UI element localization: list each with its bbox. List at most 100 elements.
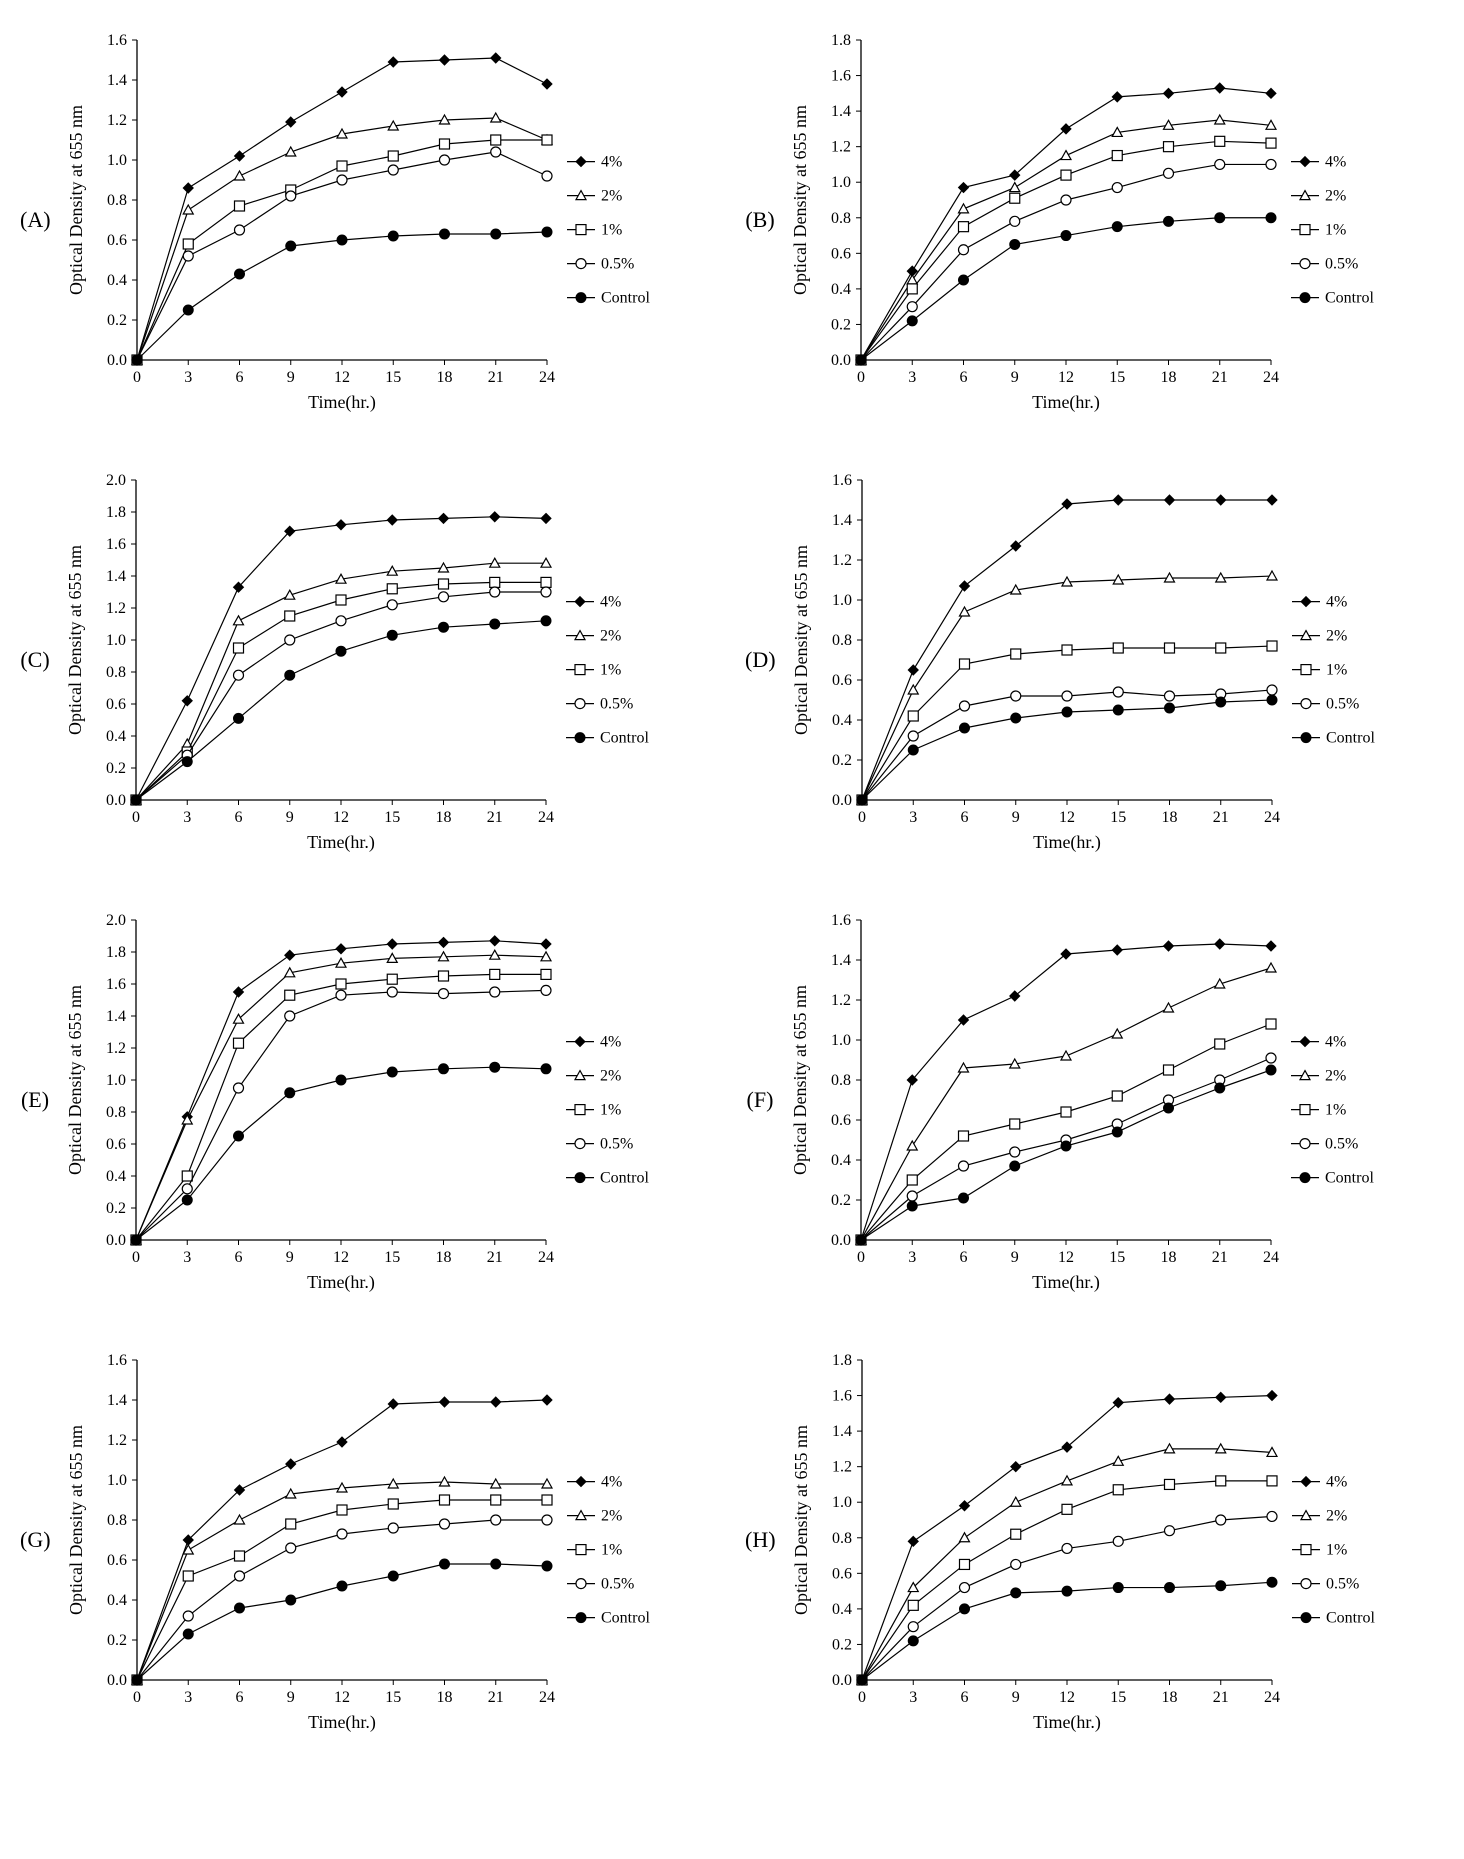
xtick-label: 18 [436,369,452,386]
ytick-label: 1.6 [106,976,126,993]
ytick-label: 1.8 [106,504,126,521]
xtick-label: 21 [1212,1689,1228,1706]
xtick-label: 3 [183,1249,191,1266]
ytick-label: 0.4 [106,1168,126,1185]
ytick-label: 0.8 [107,192,127,209]
ytick-label: 0.0 [831,352,851,369]
xtick-label: 18 [1161,1249,1177,1266]
ytick-label: 0.6 [106,1136,126,1153]
xtick-label: 0 [857,369,865,386]
legend-label: Control [1325,1170,1374,1187]
chart-holder: 0.00.20.40.60.81.01.21.41.60369121518212… [57,20,697,420]
ytick-label: 1.8 [832,1352,852,1369]
xtick-label: 9 [1011,809,1019,826]
ytick-label: 1.2 [832,1459,852,1476]
ytick-label: 1.6 [832,472,852,489]
chart-F: 0.00.20.40.60.81.01.21.41.60369121518212… [781,900,1421,1300]
ytick-label: 2.0 [106,472,126,489]
xtick-label: 12 [334,1689,350,1706]
ytick-label: 0.8 [831,210,851,227]
xtick-label: 15 [1110,1689,1126,1706]
panel-H: (H)0.00.20.40.60.81.01.21.41.61.80369121… [745,1340,1440,1740]
legend-label: 0.5% [1325,256,1358,273]
xtick-label: 0 [858,809,866,826]
xtick-label: 24 [539,369,555,386]
xtick-label: 6 [960,1689,968,1706]
y-axis-label: Optical Density at 655 nm [65,985,85,1175]
x-axis-label: Time(hr.) [308,1712,376,1733]
series-line [136,582,546,800]
xtick-label: 6 [235,809,243,826]
legend-label: 0.5% [1326,1576,1359,1593]
xtick-label: 12 [334,369,350,386]
xtick-label: 24 [1264,809,1280,826]
ytick-label: 0.4 [107,272,127,289]
xtick-label: 0 [858,1689,866,1706]
xtick-label: 6 [960,369,968,386]
x-axis-label: Time(hr.) [1032,1272,1100,1293]
xtick-label: 12 [1059,1689,1075,1706]
xtick-label: 18 [436,809,452,826]
ytick-label: 0.8 [832,632,852,649]
xtick-label: 24 [1263,369,1279,386]
xtick-label: 12 [1058,1249,1074,1266]
panel-label: (H) [745,1527,776,1553]
xtick-label: 18 [436,1689,452,1706]
xtick-label: 24 [538,809,554,826]
series-line [862,1516,1272,1680]
xtick-label: 0 [133,1689,141,1706]
ytick-label: 1.4 [106,568,126,585]
panel-label: (B) [745,207,775,233]
ytick-label: 1.0 [832,592,852,609]
series-line [861,1070,1271,1240]
legend-label: 1% [601,222,622,239]
chart-holder: 0.00.20.40.60.81.01.21.41.60369121518212… [782,460,1422,860]
xtick-label: 24 [1263,1249,1279,1266]
legend-label: 0.5% [600,696,633,713]
ytick-label: 0.4 [832,712,852,729]
legend-label: 4% [601,1474,622,1491]
chart-D: 0.00.20.40.60.81.01.21.41.60369121518212… [782,460,1422,860]
legend-label: 1% [1326,1542,1347,1559]
legend-label: 2% [1326,628,1347,645]
panel-label: (C) [20,647,50,673]
ytick-label: 0.4 [832,1601,852,1618]
x-axis-label: Time(hr.) [308,392,376,413]
legend-label: Control [1326,1610,1375,1627]
xtick-label: 0 [857,1249,865,1266]
series-line [137,140,547,360]
legend-label: 1% [1326,662,1347,679]
xtick-label: 3 [184,1689,192,1706]
panel-A: (A)0.00.20.40.60.81.01.21.41.60369121518… [20,20,715,420]
legend-label: 2% [600,628,621,645]
legend-label: Control [600,730,649,747]
xtick-label: 3 [908,1249,916,1266]
series-line [862,1396,1272,1680]
ytick-label: 0.4 [831,1152,851,1169]
xtick-label: 24 [1264,1689,1280,1706]
legend-label: 1% [1325,1102,1346,1119]
ytick-label: 0.0 [107,352,127,369]
panel-F: (F)0.00.20.40.60.81.01.21.41.60369121518… [745,900,1440,1300]
ytick-label: 0.6 [831,1112,851,1129]
ytick-label: 0.8 [832,1530,852,1547]
ytick-label: 1.6 [107,32,127,49]
panel-C: (C)0.00.20.40.60.81.01.21.41.61.82.00369… [20,460,715,860]
xtick-label: 15 [385,369,401,386]
ytick-label: 0.6 [831,245,851,262]
ytick-label: 0.2 [107,1632,127,1649]
xtick-label: 12 [333,1249,349,1266]
legend-label: Control [1326,730,1375,747]
ytick-label: 1.2 [106,1040,126,1057]
panel-label: (E) [20,1087,50,1113]
xtick-label: 15 [1109,369,1125,386]
legend-label: 2% [1325,188,1346,205]
xtick-label: 3 [184,369,192,386]
xtick-label: 18 [436,1249,452,1266]
ytick-label: 2.0 [106,912,126,929]
panel-D: (D)0.00.20.40.60.81.01.21.41.60369121518… [745,460,1440,860]
panel-label: (A) [20,207,51,233]
ytick-label: 1.0 [106,632,126,649]
legend-label: 2% [601,188,622,205]
xtick-label: 12 [1058,369,1074,386]
